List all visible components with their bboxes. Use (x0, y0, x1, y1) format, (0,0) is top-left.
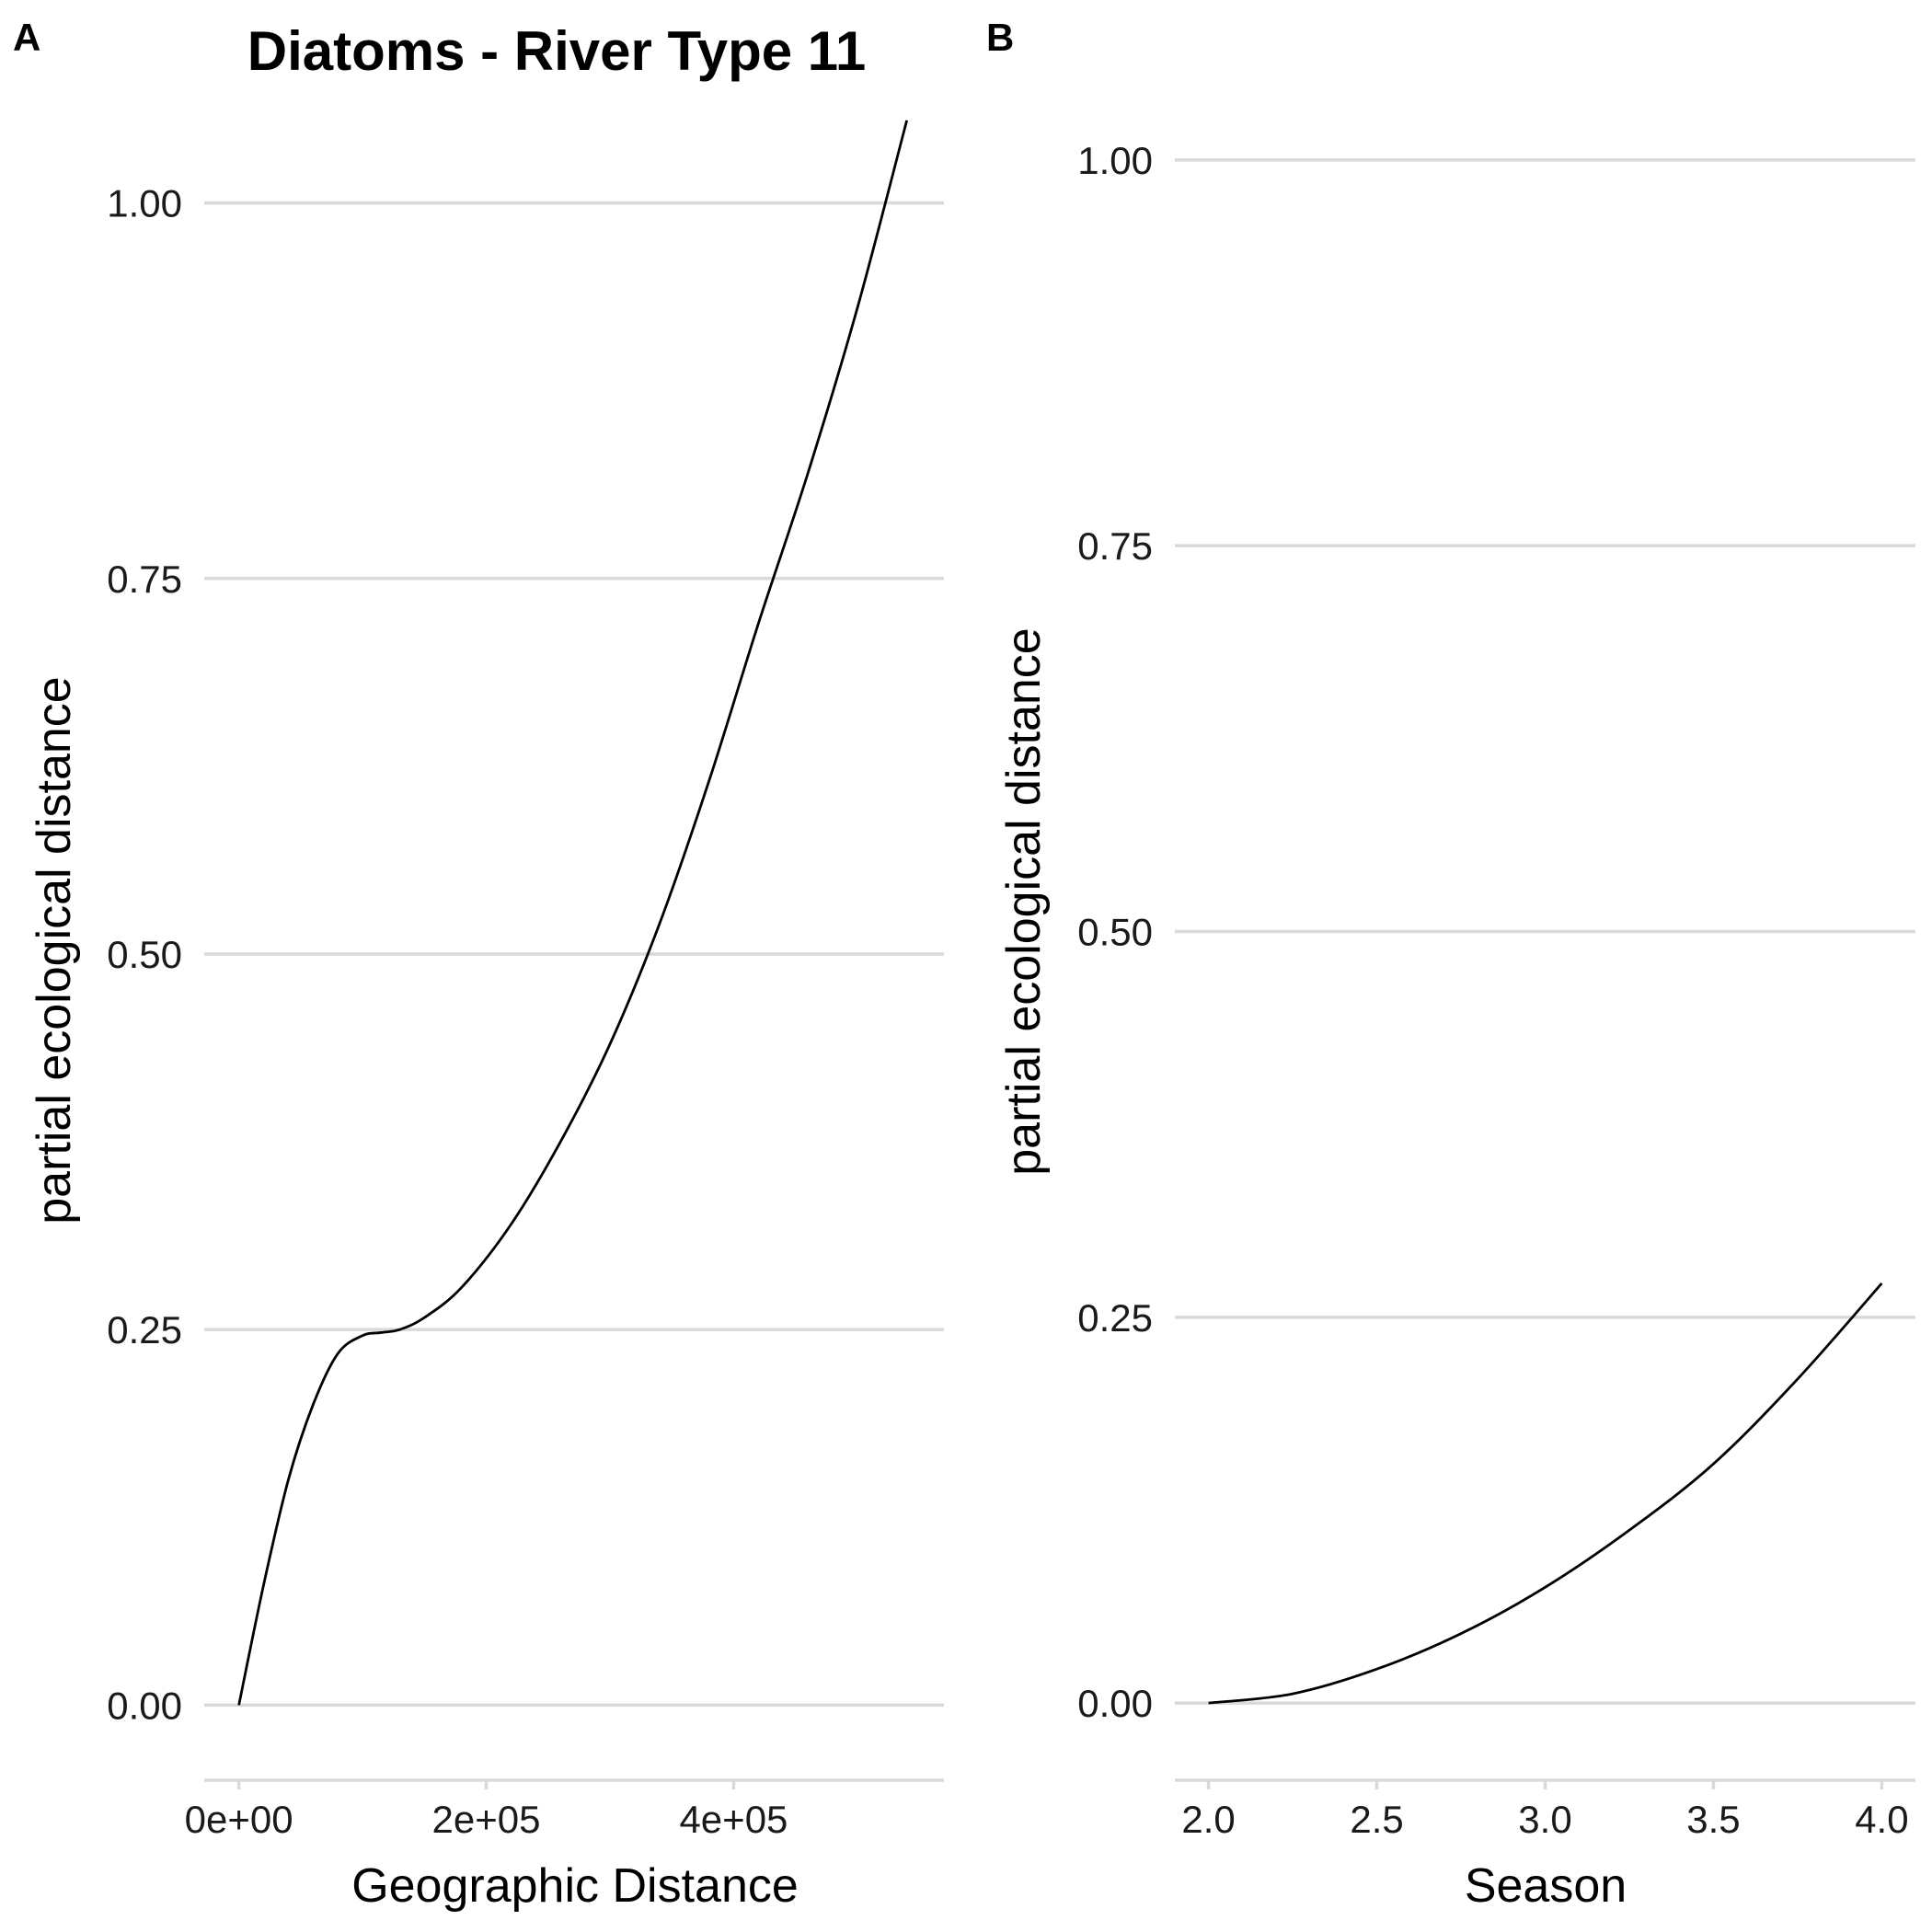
panel-b-x-tick-label: 4.0 (1855, 1798, 1908, 1841)
panel-b-x-tick-label: 2.5 (1350, 1798, 1403, 1841)
panel-b-y-tick-label: 0.25 (1077, 1296, 1153, 1340)
panel-b-x-tick-label: 3.5 (1686, 1798, 1740, 1841)
panel-b-y-axis-title: partial ecological distance (997, 627, 1051, 1175)
panel-a-x-tick-label: 0e+00 (185, 1798, 293, 1841)
panel-a-series-line (237, 120, 909, 1706)
panel-b-y-tick-label: 0.50 (1077, 911, 1153, 954)
panel-a-x-axis-title: Geographic Distance (351, 1859, 799, 1913)
panel-a-y-tick-label: 1.00 (107, 182, 182, 225)
panel-a-y-tick-label: 0.75 (107, 558, 182, 601)
panel-b-y-tick-label: 0.00 (1077, 1682, 1153, 1725)
panel-b-plot: 0.00 0.25 0.50 0.75 1.00 2.0 2.5 3.0 3.5 4.0 (1077, 139, 1915, 1841)
panel-b-x-axis-title: Season (1465, 1859, 1627, 1913)
panel-b-x-tick-label: 3.0 (1518, 1798, 1571, 1841)
panel-b-series-line (1208, 1282, 1883, 1705)
panel-label-a: A (13, 16, 40, 59)
panel-a-y-tick-label: 0.00 (107, 1684, 182, 1727)
panel-a-plot: 0.00 0.25 0.50 0.75 1.00 0e+00 2e+05 4e+05 (107, 120, 944, 1841)
panel-label-b: B (986, 16, 1014, 59)
panel-b-y-tick-label: 0.75 (1077, 524, 1153, 568)
panel-a-y-axis-title: partial ecological distance (28, 676, 81, 1224)
chart-title: Diatoms - River Type 11 (247, 20, 866, 82)
panel-b-x-tick-label: 2.0 (1181, 1798, 1235, 1841)
panel-b-y-tick-label: 1.00 (1077, 139, 1153, 182)
panel-a-y-tick-label: 0.25 (107, 1308, 182, 1351)
panel-a-x-tick-label: 4e+05 (679, 1798, 788, 1841)
panel-a-x-tick-label: 2e+05 (432, 1798, 541, 1841)
panel-a-y-tick-label: 0.50 (107, 933, 182, 976)
